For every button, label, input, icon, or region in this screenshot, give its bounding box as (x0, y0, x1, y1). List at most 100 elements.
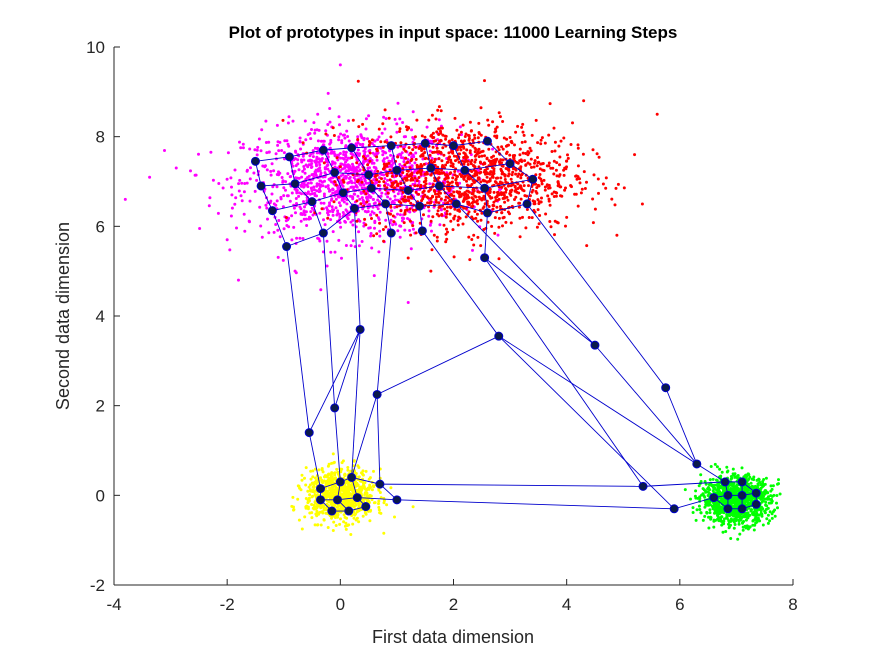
data-point-yellow (310, 495, 314, 499)
data-point-magenta (189, 169, 192, 173)
data-point-green (758, 508, 762, 511)
data-point-green (715, 479, 719, 482)
data-point-red (463, 196, 467, 200)
x-ticks: -4 -2 0 2 4 6 8 (106, 579, 798, 614)
data-point-red (491, 207, 495, 211)
data-point-magenta (301, 169, 305, 173)
data-point-yellow (364, 469, 368, 473)
data-point-magenta (277, 170, 280, 174)
data-point-magenta (367, 194, 371, 197)
data-point-green (746, 482, 750, 486)
data-point-red (550, 192, 554, 196)
data-point-red (497, 111, 501, 115)
data-point-magenta (338, 221, 342, 225)
data-point-yellow (357, 520, 361, 524)
data-point-magenta (341, 184, 345, 188)
data-point-red (476, 202, 480, 206)
data-point-magenta (338, 186, 341, 190)
data-point-magenta (316, 147, 320, 151)
data-point-magenta (438, 223, 442, 227)
data-point-magenta (498, 188, 501, 192)
data-point-magenta (428, 182, 432, 186)
data-point-magenta (304, 210, 308, 214)
data-point-green (731, 510, 735, 514)
data-point-green (743, 488, 747, 492)
lattice-edge (351, 329, 361, 478)
data-point-yellow (352, 516, 356, 520)
data-point-green (763, 509, 767, 513)
data-point-green (757, 478, 761, 482)
data-point-magenta (363, 147, 367, 151)
data-point-magenta (344, 160, 347, 164)
data-point-red (433, 150, 436, 154)
data-point-magenta (344, 244, 348, 247)
data-point-magenta (285, 224, 289, 227)
data-point-green (765, 517, 769, 521)
data-point-yellow (379, 511, 383, 515)
data-point-red (494, 150, 498, 154)
data-point-red (460, 192, 464, 196)
data-point-yellow (332, 477, 336, 481)
lattice-edge (391, 142, 426, 147)
data-point-red (467, 134, 471, 138)
data-point-red (430, 248, 434, 252)
data-point-magenta (255, 148, 259, 152)
data-point-magenta (389, 209, 393, 213)
data-point-magenta (299, 219, 303, 223)
data-point-magenta (427, 209, 431, 213)
lattice-edge (354, 208, 361, 330)
data-point-yellow (326, 489, 330, 493)
data-point-magenta (326, 163, 330, 167)
data-point-red (437, 195, 441, 198)
data-point-magenta (349, 185, 353, 189)
data-point-yellow (342, 520, 346, 524)
y-tick-label: 4 (96, 307, 105, 326)
data-point-red (381, 167, 385, 171)
prototype-point (392, 495, 402, 505)
data-point-red (536, 156, 539, 159)
data-point-green (737, 522, 741, 526)
data-point-yellow (358, 502, 361, 506)
data-point-red (478, 160, 482, 164)
data-point-green (732, 473, 736, 477)
y-tick-label: 8 (96, 128, 105, 147)
data-point-magenta (337, 201, 341, 205)
data-point-yellow (377, 505, 381, 509)
data-point-green (699, 511, 703, 515)
data-point-magenta (456, 169, 460, 173)
data-point-red (375, 147, 379, 151)
data-point-magenta (373, 221, 377, 225)
prototype-point (318, 228, 328, 238)
data-point-yellow (366, 486, 370, 490)
data-point-red (398, 127, 402, 131)
data-point-green (729, 537, 733, 540)
data-point-magenta (388, 149, 392, 153)
data-point-magenta (238, 178, 242, 182)
data-point-red (450, 138, 454, 142)
data-point-red (375, 232, 379, 236)
data-point-magenta (361, 198, 365, 202)
data-point-outlier (559, 139, 563, 143)
x-tick-label: 8 (788, 595, 797, 614)
data-point-red (616, 182, 620, 186)
data-point-red (481, 162, 485, 166)
data-point-magenta (240, 181, 244, 185)
data-point-magenta (253, 189, 257, 193)
data-point-yellow (310, 516, 314, 520)
prototype-point (335, 477, 345, 487)
data-point-red (429, 219, 433, 223)
data-point-magenta (396, 192, 400, 196)
data-point-yellow (334, 524, 338, 527)
data-point-red (559, 185, 563, 189)
data-point-magenta (368, 148, 372, 152)
data-point-red (460, 159, 464, 163)
data-point-red (513, 154, 517, 157)
data-point-yellow (316, 511, 320, 515)
data-point-magenta (276, 143, 280, 147)
data-point-red (419, 183, 423, 187)
data-point-magenta (399, 153, 403, 157)
data-point-magenta (345, 129, 349, 133)
lattice-edge (379, 483, 644, 487)
data-point-magenta (326, 184, 330, 188)
data-point-yellow (309, 489, 312, 493)
